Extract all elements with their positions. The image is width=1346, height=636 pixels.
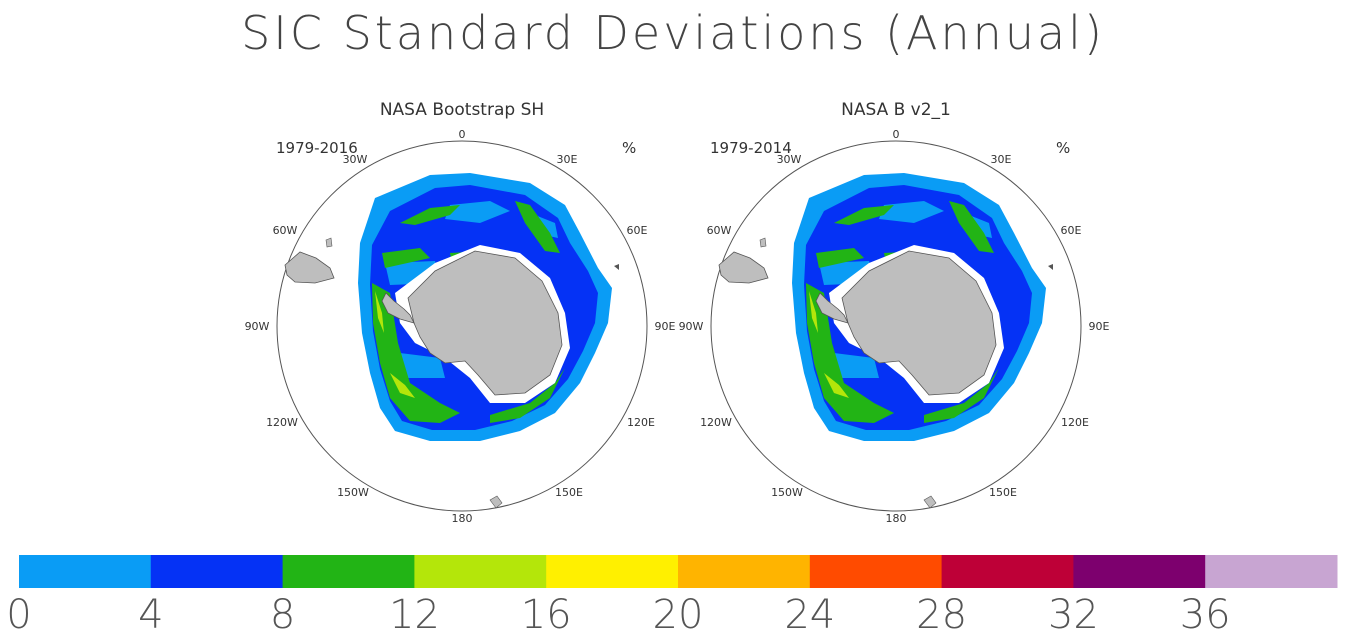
- lon-label: 60E: [1061, 224, 1082, 237]
- land-south-america: [284, 251, 335, 284]
- lon-label: 120E: [1061, 416, 1089, 429]
- colorbar-tick-label: 32: [1048, 592, 1099, 636]
- longitude-labels: 0 30E 60E 90E 120E 150E 180 150W 120W 90…: [679, 128, 1110, 525]
- panel-title: NASA B v2_1: [841, 100, 951, 120]
- colorbar-swatch: [19, 555, 152, 588]
- lon-label: 90E: [655, 320, 676, 333]
- period-label: 1979-2016: [276, 139, 358, 157]
- land-island: [759, 237, 767, 248]
- lon-label: 60W: [707, 224, 732, 237]
- colorbar-tick-label: 8: [270, 592, 295, 636]
- colorbar-tick-label: 16: [521, 592, 572, 636]
- main-title: SIC Standard Deviations (Annual): [241, 6, 1105, 60]
- colorbar-tick-label: 24: [784, 592, 835, 636]
- colorbar-swatch: [809, 555, 943, 588]
- lon-label: 150W: [771, 486, 803, 499]
- lon-label: 90W: [245, 320, 270, 333]
- lon-label: 30E: [991, 153, 1012, 166]
- colorbar-swatch: [150, 555, 284, 588]
- lon-label: 0: [459, 128, 466, 141]
- colorbar-tick-label: 28: [916, 592, 967, 636]
- lon-label: 150E: [989, 486, 1017, 499]
- lon-label: 180: [452, 512, 473, 525]
- lon-label: 150E: [555, 486, 583, 499]
- colorbar-swatch: [1073, 555, 1206, 588]
- panel-title: NASA Bootstrap SH: [380, 100, 544, 120]
- lon-label: 90E: [1089, 320, 1110, 333]
- colorbar-swatch: [678, 555, 811, 588]
- colorbar-swatch: [414, 555, 547, 588]
- colorbar-tick-label: 12: [389, 592, 440, 636]
- unit-label: %: [622, 139, 636, 157]
- lon-label: 30W: [777, 153, 802, 166]
- land-island: [325, 237, 333, 248]
- map-panel-1: NASA Bootstrap SH 1979-2016 % 0 30E 60E …: [245, 100, 676, 525]
- land-south-america: [718, 251, 769, 284]
- lon-label: 0: [893, 128, 900, 141]
- land-island: [1048, 264, 1053, 270]
- lon-label: 30E: [557, 153, 578, 166]
- lon-label: 120W: [700, 416, 732, 429]
- colorbar-swatch: [1205, 555, 1338, 588]
- colorbar-tick-label: 20: [653, 592, 704, 636]
- lon-label: 120W: [266, 416, 298, 429]
- lon-label: 180: [886, 512, 907, 525]
- map-panel-2: NASA B v2_1 1979-2014 % 0 30E 60E 90E 12…: [679, 100, 1110, 525]
- colorbar-swatch: [941, 555, 1074, 588]
- lon-label: 30W: [343, 153, 368, 166]
- lon-label: 120E: [627, 416, 655, 429]
- longitude-labels: 0 30E 60E 90E 120E 150E 180 150W 120W 90…: [245, 128, 676, 525]
- period-label: 1979-2014: [710, 139, 792, 157]
- colorbar-swatch: [282, 555, 415, 588]
- lon-label: 60W: [273, 224, 298, 237]
- unit-label: %: [1056, 139, 1070, 157]
- land-island: [614, 264, 619, 270]
- land-new-zealand: [923, 495, 937, 509]
- lon-label: 150W: [337, 486, 369, 499]
- colorbar-tick-label: 36: [1180, 592, 1231, 636]
- lon-label: 90W: [679, 320, 704, 333]
- colorbar-tick-label: 4: [138, 592, 163, 636]
- colorbar-tick-label: 0: [6, 592, 31, 636]
- land-new-zealand: [489, 495, 503, 509]
- lon-label: 60E: [627, 224, 648, 237]
- colorbar: 0 4 8 12 16 20 24 28 32 36: [6, 555, 1338, 636]
- colorbar-swatch: [546, 555, 679, 588]
